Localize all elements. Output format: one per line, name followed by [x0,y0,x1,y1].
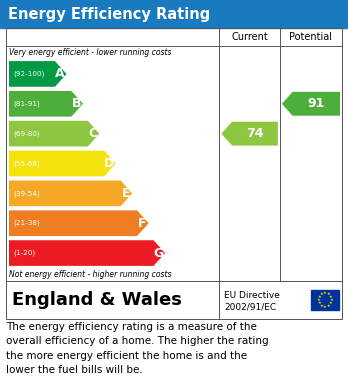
Text: Potential: Potential [290,32,332,42]
Text: G: G [153,247,164,260]
Polygon shape [282,92,340,116]
Text: ★: ★ [320,304,324,308]
Text: Not energy efficient - higher running costs: Not energy efficient - higher running co… [9,270,172,279]
Text: The energy efficiency rating is a measure of the
overall efficiency of a home. T: The energy efficiency rating is a measur… [6,322,269,375]
Text: Current: Current [231,32,268,42]
Text: ★: ★ [326,304,330,308]
Text: (69-80): (69-80) [13,130,40,137]
Text: E: E [121,187,130,200]
Polygon shape [9,240,165,266]
Text: England & Wales: England & Wales [12,291,182,309]
Text: ★: ★ [323,305,327,308]
Text: Very energy efficient - lower running costs: Very energy efficient - lower running co… [9,48,172,57]
Polygon shape [9,210,149,236]
Text: (1-20): (1-20) [13,250,35,256]
Text: (21-38): (21-38) [13,220,40,226]
Text: F: F [138,217,147,230]
Text: 91: 91 [308,97,325,110]
Text: A: A [55,67,65,81]
Text: ★: ★ [317,298,320,302]
Text: ★: ★ [330,298,333,302]
Text: (81-91): (81-91) [13,100,40,107]
Polygon shape [9,181,132,206]
Polygon shape [9,91,83,117]
Bar [6,281,342,319]
Bar [311,290,339,310]
Text: (39-54): (39-54) [13,190,40,197]
Bar [6,28,342,281]
Text: D: D [104,157,114,170]
Text: ★: ★ [329,295,333,299]
Text: (92-100): (92-100) [13,71,45,77]
Text: 2002/91/EC: 2002/91/EC [224,302,276,311]
Text: EU Directive: EU Directive [224,291,280,300]
Text: ★: ★ [323,291,327,295]
Text: (55-68): (55-68) [13,160,40,167]
Text: ★: ★ [320,292,324,296]
Bar [0,0,348,28]
Text: C: C [88,127,97,140]
Polygon shape [9,121,100,147]
Text: ★: ★ [329,301,333,305]
Text: ★: ★ [317,301,321,305]
Polygon shape [9,151,116,176]
Text: ★: ★ [317,295,321,299]
Text: ★: ★ [326,292,330,296]
Text: Energy Efficiency Rating: Energy Efficiency Rating [8,7,210,22]
Text: 74: 74 [246,127,264,140]
Polygon shape [9,61,66,87]
Text: B: B [72,97,81,110]
Polygon shape [221,122,278,145]
